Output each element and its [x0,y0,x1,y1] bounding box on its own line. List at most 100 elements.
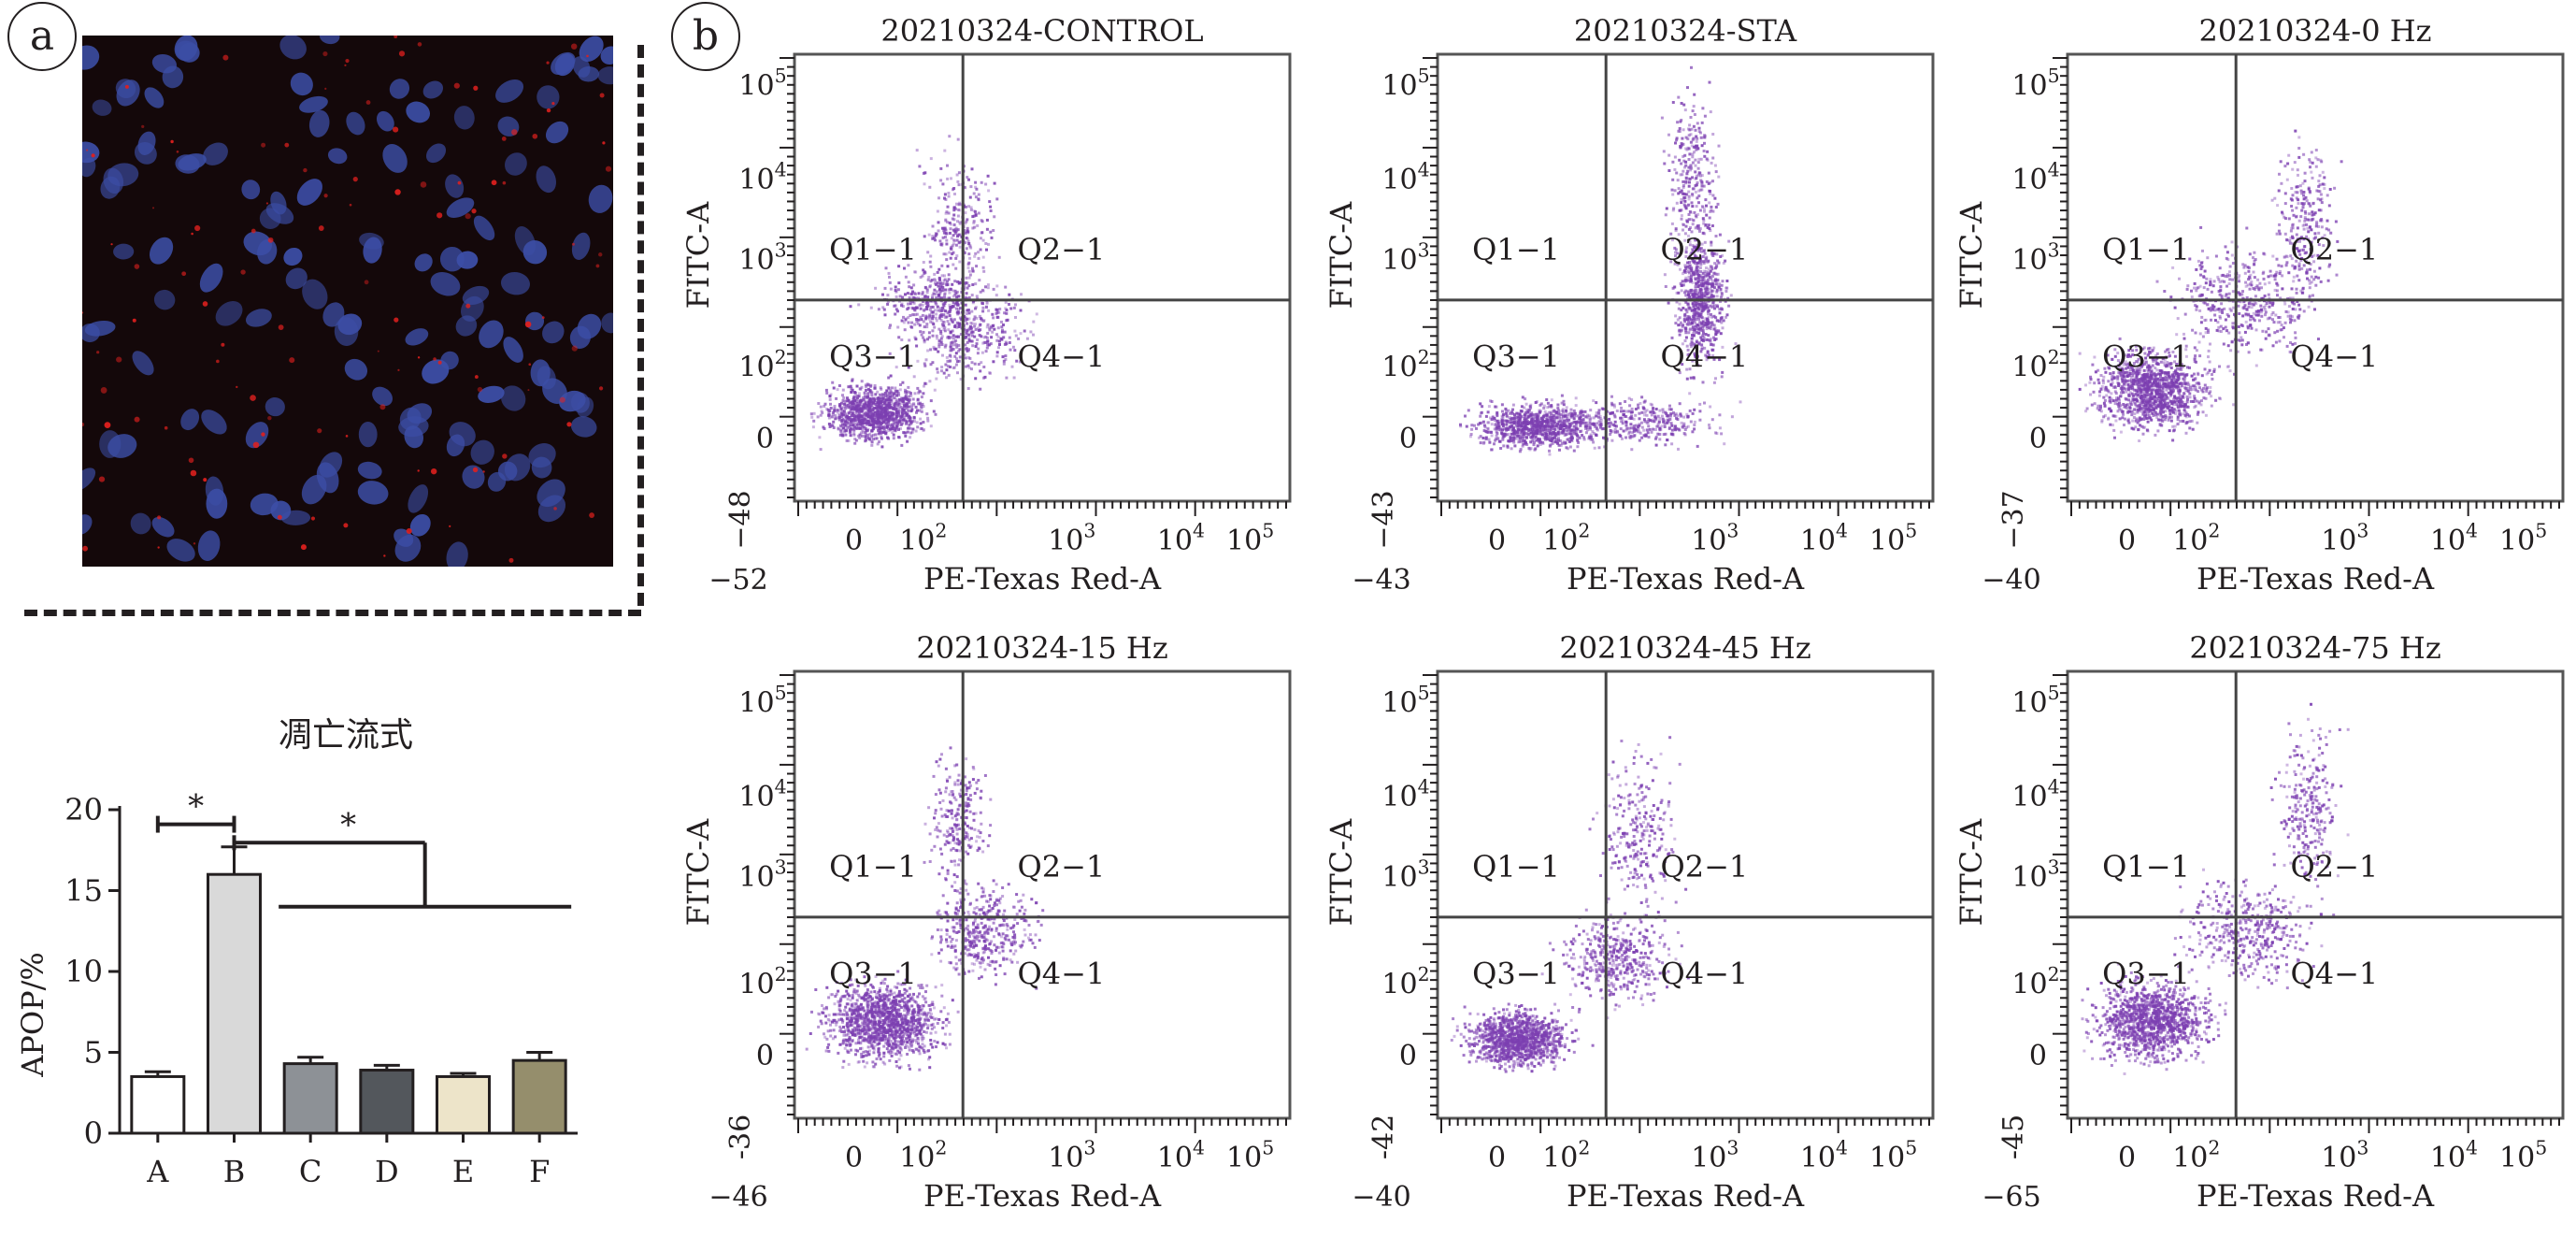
event-dot [918,409,922,412]
event-dot [1695,330,1698,334]
event-dot [1005,311,1009,315]
event-dot [1496,419,1500,423]
event-dot [867,414,871,418]
event-dot [1702,278,1706,281]
event-dot [870,391,874,395]
event-dot [872,414,876,418]
event-dot [883,408,887,411]
event-dot [907,385,910,389]
event-dot [876,409,880,412]
red-dot [383,554,386,557]
event-dot [1009,348,1012,352]
event-dot [1570,436,1574,439]
event-dot [943,193,947,196]
event-dot [892,406,895,410]
event-dot [1515,432,1519,436]
red-dot [394,189,401,195]
event-dot [1512,440,1516,444]
event-dot [892,425,894,429]
event-dot [1702,262,1706,265]
event-dot [1599,421,1603,424]
event-dot [891,415,894,419]
event-dot [1677,233,1681,237]
event-dot [1701,255,1705,258]
event-dot [1610,439,1614,442]
event-dot [971,322,975,325]
event-dot [939,329,943,333]
event-dot [878,423,881,425]
event-dot [1703,232,1707,236]
event-dot [2141,412,2145,416]
event-dot [1501,436,1505,439]
event-dot [839,428,843,432]
event-dot [1595,411,1598,415]
event-dot [882,308,886,311]
event-dot [1688,254,1692,258]
event-dot [860,434,864,438]
red-dot [417,469,420,472]
event-dot [1544,424,1548,428]
event-dot [1643,399,1647,403]
event-dot [1697,189,1701,193]
event-dot [1529,431,1533,435]
event-dot [1715,432,1719,436]
event-dot [951,282,954,286]
event-dot [920,318,923,322]
event-dot [1707,273,1710,277]
event-dot [1687,218,1691,222]
event-dot [878,424,881,428]
red-dot [240,269,246,275]
event-dot [949,227,952,231]
event-dot [1701,271,1705,275]
event-dot [865,413,868,417]
event-dot [1505,423,1509,426]
event-dot [917,389,921,393]
event-dot [1702,338,1706,342]
event-dot [995,308,998,311]
event-dot [1696,316,1699,319]
event-dot [1574,423,1578,426]
event-dot [1640,436,1644,439]
event-dot [1557,443,1561,447]
event-dot [1545,429,1549,433]
event-dot [1534,434,1538,438]
event-dot [836,410,839,414]
event-dot [876,410,880,413]
event-dot [857,392,861,396]
event-dot [1666,439,1668,441]
event-dot [895,389,899,393]
event-dot [904,390,907,394]
event-dot [1684,207,1688,210]
event-dot [1652,427,1655,431]
event-dot [1512,437,1516,440]
event-dot [869,420,873,424]
event-dot [858,413,862,417]
event-dot [1541,424,1545,428]
event-dot [958,209,962,212]
event-dot [1711,301,1715,305]
event-dot [933,388,937,392]
event-dot [1683,238,1687,242]
event-dot [913,323,917,326]
event-dot [884,266,888,270]
event-dot [904,431,908,435]
event-dot [1589,409,1593,412]
nucleus [357,461,382,480]
event-dot [1692,105,1696,108]
event-dot [1684,289,1688,293]
event-dot [947,328,951,332]
event-dot [1692,137,1696,140]
event-dot [1697,331,1701,335]
event-dot [904,434,908,438]
event-dot [1685,180,1689,184]
event-dot [1004,358,1008,361]
event-dot [907,410,910,412]
event-dot [1696,173,1700,177]
event-dot [1610,401,1613,405]
red-dot [471,209,477,214]
event-dot [1691,280,1695,284]
event-dot [1701,282,1705,285]
event-dot [849,415,852,419]
red-dot [261,142,266,148]
